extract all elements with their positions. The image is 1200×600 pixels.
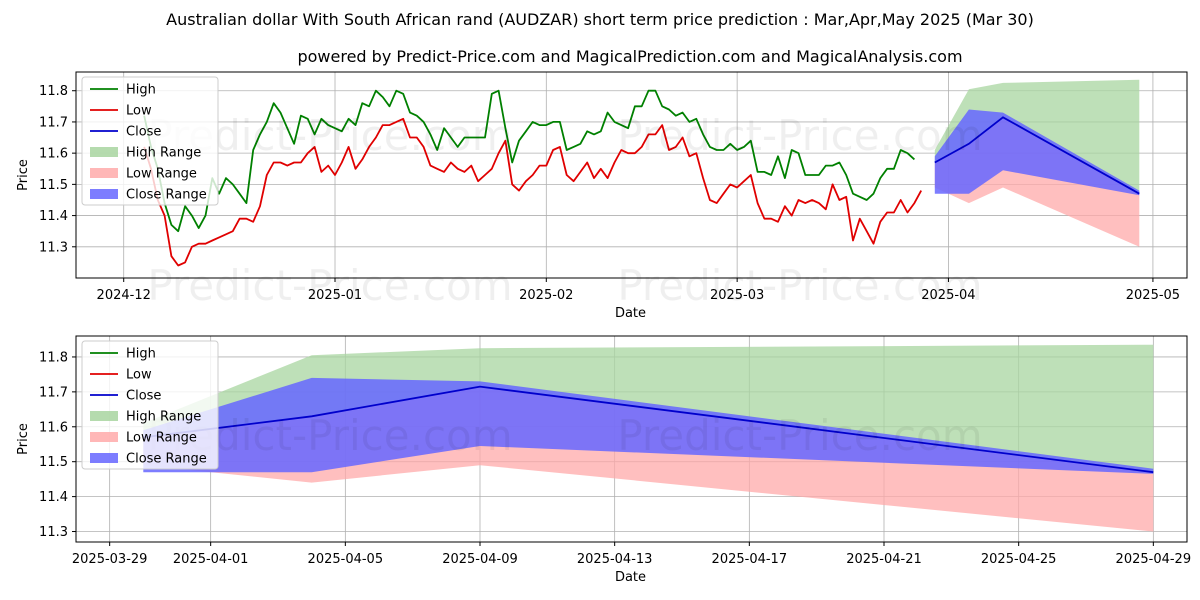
bottom-ytick-label: 11.7 xyxy=(39,385,68,400)
legend-high-label: High xyxy=(126,347,156,362)
bottom-xtick-label: 2025-03-29 xyxy=(72,552,148,567)
top-ytick-label: 11.3 xyxy=(39,240,68,255)
legend-low-label: Low xyxy=(126,368,152,383)
bottom-xtick-label: 2025-04-25 xyxy=(981,552,1057,567)
bottom-y-axis-label: Price xyxy=(16,423,31,455)
bottom-legend: High Low Close High Range Low Range Close Ran… xyxy=(81,340,219,470)
bottom-ytick-label: 11.8 xyxy=(39,350,68,365)
legend-low-range-swatch xyxy=(90,432,118,442)
bottom-xtick-label: 2025-04-05 xyxy=(308,552,384,567)
chart-title: Australian dollar With South African ran… xyxy=(166,10,1034,29)
top-panel: Predict-Price.com Predict-Price.com Predic… xyxy=(16,71,1188,321)
bottom-xtick-label: 2025-04-09 xyxy=(442,552,518,567)
legend-low-label: Low xyxy=(126,104,152,119)
top-high-range-band xyxy=(934,79,1140,194)
bottom-close-forecast-line xyxy=(143,385,1154,474)
watermark-text: Predict-Price.com xyxy=(617,261,982,310)
top-y-axis-label: Price xyxy=(16,159,31,191)
chart-subtitle: powered by Predict-Price.com and Magical… xyxy=(297,47,962,66)
top-xtick-label: 2025-03 xyxy=(710,288,764,303)
legend-low-range-label: Low Range xyxy=(126,167,197,182)
legend-high-range-label: High Range xyxy=(126,410,201,425)
bottom-ytick-label: 11.5 xyxy=(39,455,68,470)
top-plot-area xyxy=(143,79,1140,267)
bottom-axes-frame xyxy=(75,335,1188,543)
low-series-line xyxy=(143,117,922,267)
legend-close-range-label: Close Range xyxy=(126,188,207,203)
top-ytick-label: 11.5 xyxy=(39,178,68,193)
top-axes-frame xyxy=(75,71,1188,279)
top-xtick-label: 2025-05 xyxy=(1126,288,1180,303)
top-ytick-label: 11.4 xyxy=(39,209,68,224)
bottom-high-range-band xyxy=(143,344,1154,473)
bottom-ytick-label: 11.4 xyxy=(39,490,68,505)
watermark-text: Predict-Price.com xyxy=(617,111,982,160)
bottom-xtick-label: 2025-04-01 xyxy=(173,552,249,567)
legend-high-range-swatch xyxy=(90,411,118,421)
legend-close-label: Close xyxy=(126,389,161,404)
top-ytick-label: 11.7 xyxy=(39,115,68,130)
bottom-xtick-label: 2025-04-21 xyxy=(846,552,922,567)
bottom-ytick-label: 11.3 xyxy=(39,525,68,540)
legend-high-range-swatch xyxy=(90,147,118,157)
legend-high-range-label: High Range xyxy=(126,146,201,161)
legend-low-range-label: Low Range xyxy=(126,431,197,446)
legend-close-label: Close xyxy=(126,125,161,140)
watermark-text: Predict-Price.com xyxy=(617,411,982,460)
top-legend: High Low Close High Range Low Range Close Ran… xyxy=(81,76,219,206)
bottom-xtick-label: 2025-04-13 xyxy=(577,552,653,567)
watermark-text: Predict-Price.com xyxy=(147,261,512,310)
legend-close-range-swatch xyxy=(90,453,118,463)
bottom-ytick-label: 11.6 xyxy=(39,420,68,435)
bottom-panel: Predict-Price.com Predict-Price.com2025-0… xyxy=(16,335,1192,585)
top-ytick-label: 11.8 xyxy=(39,84,68,99)
bottom-xtick-label: 2025-04-29 xyxy=(1116,552,1192,567)
legend-close-range-swatch xyxy=(90,189,118,199)
bottom-x-axis-label: Date xyxy=(615,570,646,585)
top-close-forecast-line xyxy=(934,116,1140,195)
top-xtick-label: 2025-04 xyxy=(921,288,975,303)
legend-low-range-swatch xyxy=(90,168,118,178)
high-series-line xyxy=(143,89,916,233)
top-xtick-label: 2025-02 xyxy=(519,288,573,303)
top-ytick-label: 11.6 xyxy=(39,147,68,162)
bottom-xtick-label: 2025-04-17 xyxy=(712,552,788,567)
bottom-plot-area xyxy=(143,344,1154,532)
top-x-axis-label: Date xyxy=(615,306,646,321)
top-xtick-label: 2025-01 xyxy=(308,288,362,303)
top-xtick-label: 2024-12 xyxy=(97,288,151,303)
legend-close-range-label: Close Range xyxy=(126,452,207,467)
legend-high-label: High xyxy=(126,83,156,98)
